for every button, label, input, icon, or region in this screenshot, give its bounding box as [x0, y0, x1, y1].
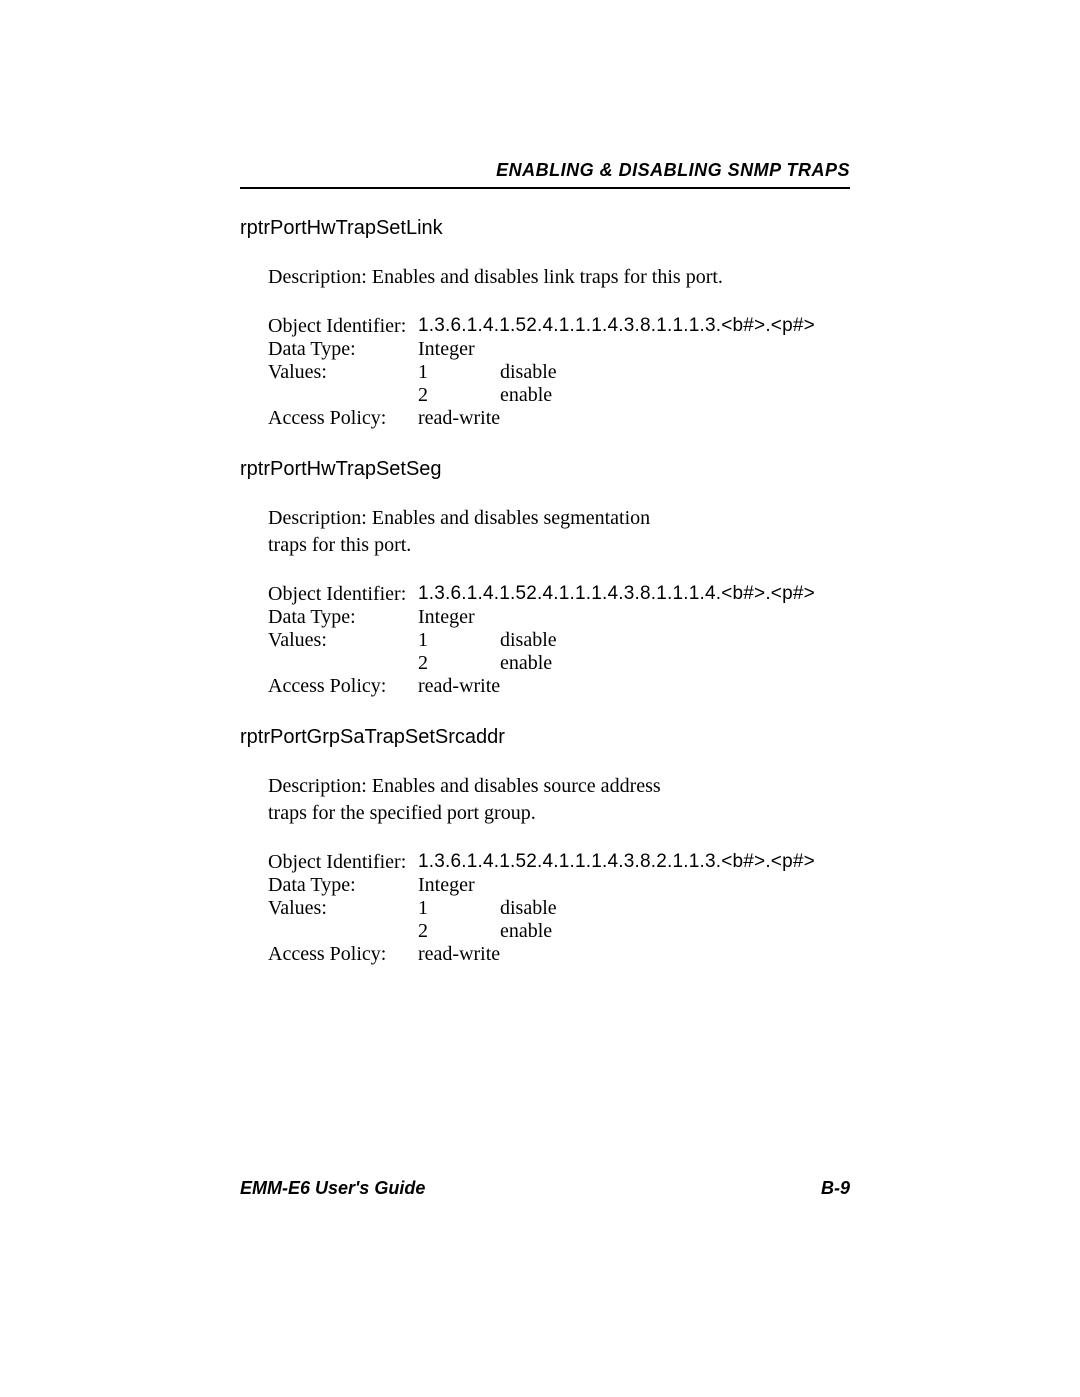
section-name: rptrPortHwTrapSetSeg	[240, 458, 850, 481]
value-num: 1	[418, 629, 500, 652]
value-text: disable	[500, 629, 557, 652]
access-value: read-write	[418, 943, 500, 966]
oid-label: Object Identifier:	[268, 583, 418, 606]
oid-label: Object Identifier:	[268, 851, 418, 874]
access-label: Access Policy:	[268, 943, 418, 966]
values-label: Values:	[268, 629, 418, 652]
values-label-blank	[268, 652, 418, 675]
page-content: ENABLING & DISABLING SNMP TRAPS rptrPort…	[240, 160, 850, 994]
access-value: read-write	[418, 675, 500, 698]
values-label-blank	[268, 920, 418, 943]
footer-left: EMM-E6 User's Guide	[240, 1178, 425, 1199]
value-num: 2	[418, 652, 500, 675]
datatype-label: Data Type:	[268, 874, 418, 897]
section-description: Description: Enables and disables segmen…	[268, 505, 688, 559]
oid-value: 1.3.6.1.4.1.52.4.1.1.1.4.3.8.2.1.1.3.<b#…	[418, 851, 815, 874]
value-num: 2	[418, 384, 500, 407]
footer-right: B-9	[821, 1178, 850, 1199]
oid-label: Object Identifier:	[268, 315, 418, 338]
value-text: enable	[500, 652, 552, 675]
section-description: Description: Enables and disables source…	[268, 773, 688, 827]
page-footer: EMM-E6 User's Guide B-9	[240, 1178, 850, 1199]
value-text: disable	[500, 897, 557, 920]
oid-value: 1.3.6.1.4.1.52.4.1.1.1.4.3.8.1.1.1.4.<b#…	[418, 583, 815, 606]
values-label: Values:	[268, 897, 418, 920]
access-label: Access Policy:	[268, 407, 418, 430]
access-value: read-write	[418, 407, 500, 430]
values-label: Values:	[268, 361, 418, 384]
access-label: Access Policy:	[268, 675, 418, 698]
oid-value: 1.3.6.1.4.1.52.4.1.1.1.4.3.8.1.1.1.3.<b#…	[418, 315, 815, 338]
datatype-label: Data Type:	[268, 606, 418, 629]
values-label-blank	[268, 384, 418, 407]
attribute-block: Object Identifier: 1.3.6.1.4.1.52.4.1.1.…	[268, 851, 850, 966]
value-text: enable	[500, 384, 552, 407]
attribute-block: Object Identifier: 1.3.6.1.4.1.52.4.1.1.…	[268, 315, 850, 430]
section-name: rptrPortGrpSaTrapSetSrcaddr	[240, 726, 850, 749]
value-num: 1	[418, 897, 500, 920]
section-description: Description: Enables and disables link t…	[268, 264, 850, 291]
value-text: disable	[500, 361, 557, 384]
page-header-title: ENABLING & DISABLING SNMP TRAPS	[240, 160, 850, 181]
datatype-label: Data Type:	[268, 338, 418, 361]
attribute-block: Object Identifier: 1.3.6.1.4.1.52.4.1.1.…	[268, 583, 850, 698]
datatype-value: Integer	[418, 874, 475, 897]
section-name: rptrPortHwTrapSetLink	[240, 217, 850, 240]
value-num: 2	[418, 920, 500, 943]
datatype-value: Integer	[418, 338, 475, 361]
header-rule	[240, 187, 850, 189]
value-text: enable	[500, 920, 552, 943]
datatype-value: Integer	[418, 606, 475, 629]
value-num: 1	[418, 361, 500, 384]
